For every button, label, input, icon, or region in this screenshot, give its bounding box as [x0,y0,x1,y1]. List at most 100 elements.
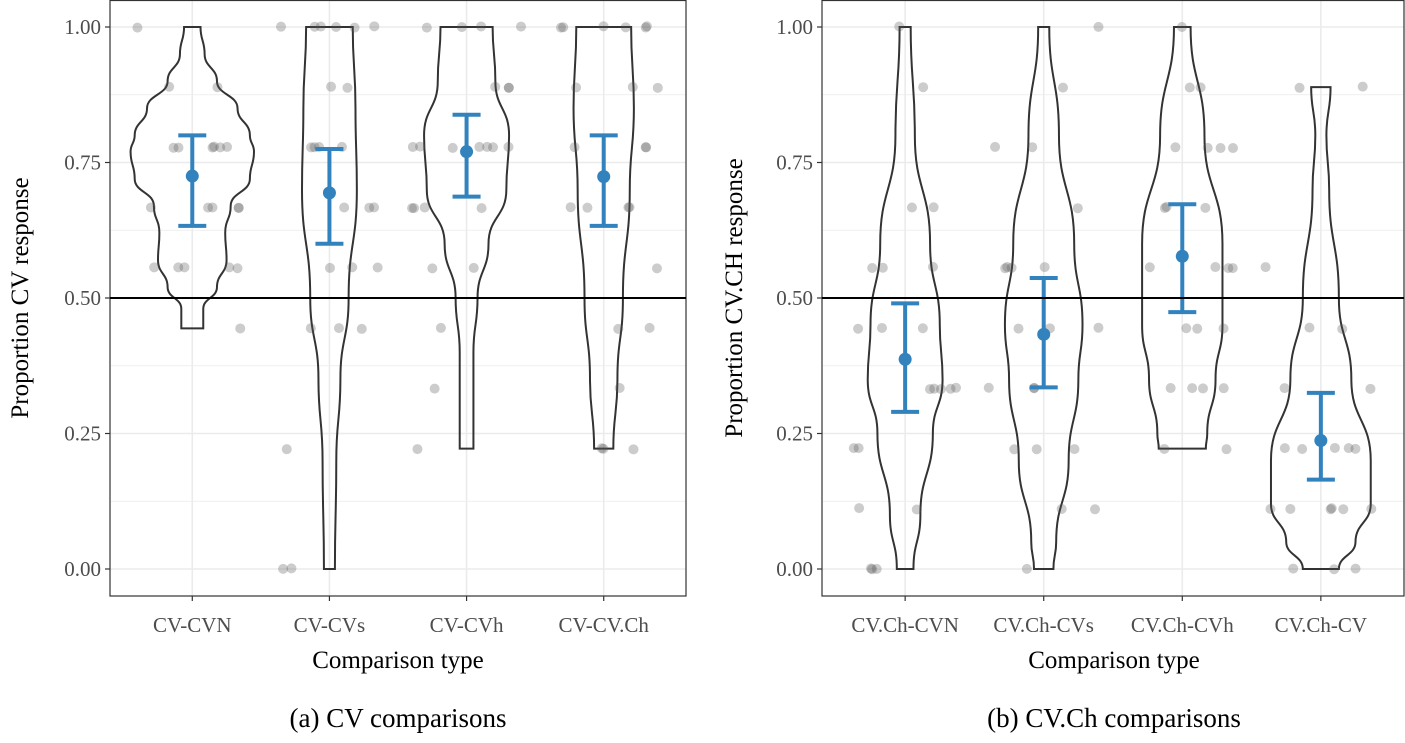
data-point [233,202,244,213]
violin-CV-CVs [300,26,358,570]
data-point [614,382,625,393]
mean-point [460,145,474,159]
data-point [427,263,438,274]
data-point [409,203,420,214]
data-point [877,262,888,273]
data-point [173,262,184,273]
data-point [347,262,358,273]
x-tick-label: CV-CVN [153,613,232,637]
data-point [1159,443,1170,454]
data-point [651,263,662,274]
data-point [339,202,350,213]
y-axis-title: Proportion CV response [7,177,34,418]
data-point [1265,504,1276,515]
data-point [173,142,184,153]
data-point [652,82,663,93]
data-point [372,262,383,273]
data-point [1069,444,1080,455]
data-point [212,82,223,93]
data-point [1343,443,1354,454]
data-point [1200,202,1211,213]
data-point [1329,442,1340,453]
data-point [854,503,865,514]
mean-point [1037,327,1051,341]
y-tick-label: 0.50 [64,286,101,310]
data-point [1057,82,1068,93]
data-point [233,202,244,213]
data-point [474,141,485,152]
data-point [369,21,380,32]
panel-cv-comparisons: Proportion CV response Comparison type (… [7,0,687,733]
mean-point [322,186,336,200]
data-point [503,82,514,93]
data-point [1187,383,1198,394]
data-point [1093,21,1104,32]
data-point [356,323,367,334]
data-point [565,202,576,213]
data-point [1089,504,1100,515]
y-tick-label: 0.00 [776,557,813,581]
data-point [1325,504,1336,515]
data-point [421,22,432,33]
panel-caption: (b) CV.Ch comparisons [987,703,1241,733]
data-point [644,322,655,333]
data-point [1329,564,1340,575]
data-point [1326,503,1337,514]
data-point [1027,142,1038,153]
data-point [364,202,375,213]
y-tick-label: 0.25 [64,422,101,446]
data-point [1170,142,1181,153]
violin-CV.Ch-CVN [866,26,944,570]
data-point [1144,262,1155,273]
data-point [918,82,929,93]
data-point [468,262,479,273]
data-point [598,443,609,454]
y-tick-label: 0.25 [776,422,813,446]
data-point [324,262,335,273]
data-point [853,323,864,334]
data-point [924,384,935,395]
data-point [1294,82,1305,93]
data-point [1223,263,1234,274]
data-point [911,504,922,515]
data-point [149,262,160,273]
data-point [641,142,652,153]
data-point [1009,444,1020,455]
data-point [1165,383,1176,394]
data-point [342,82,353,93]
mean-point [898,352,912,366]
data-point [623,202,634,213]
data-point [917,323,928,334]
y-tick-label: 0.75 [64,151,101,175]
y-tick-label: 0.00 [64,557,101,581]
panel-caption: (a) CV comparisons [290,703,507,733]
data-point [1159,203,1170,214]
data-point [503,141,514,152]
data-point [415,141,426,152]
data-point [983,382,994,393]
y-axis-title: Proportion CV.CH response [721,158,748,437]
data-point [1218,383,1229,394]
x-axis-title: Comparison type [312,647,484,674]
data-point [1260,262,1271,273]
data-point [620,22,631,33]
data-point [488,142,499,153]
data-point [1350,563,1361,574]
panel-cvch-comparisons: Proportion CV.CH response Comparison typ… [721,0,1405,733]
y-tick-label: 0.50 [776,286,813,310]
data-point [641,21,652,32]
data-point [516,21,527,32]
x-tick-label: CV.Ch-CVh [1131,613,1234,637]
data-point [1000,263,1011,274]
violin-CV-CVN [129,26,256,330]
data-point [429,383,440,394]
data-point [627,82,638,93]
data-point [419,202,430,213]
y-tick-label: 0.75 [776,151,813,175]
data-point [203,202,214,213]
data-point [555,22,566,33]
data-point [1279,383,1290,394]
data-point [1357,81,1368,92]
y-tick-label: 1.00 [776,15,813,39]
